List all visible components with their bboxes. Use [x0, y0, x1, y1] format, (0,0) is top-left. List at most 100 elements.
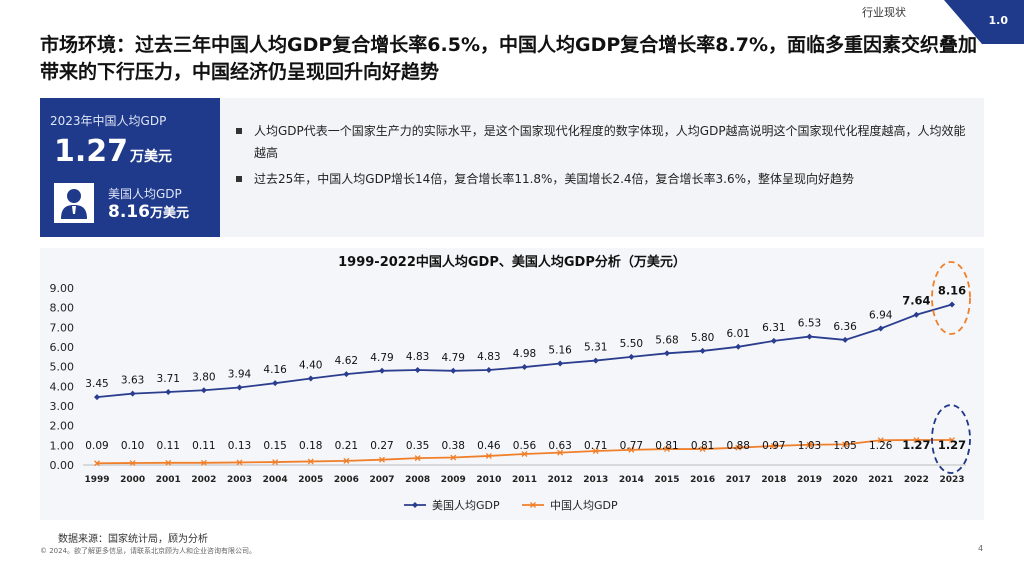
china-gdp-data-label: 1.27 [938, 438, 966, 452]
china-gdp-point [949, 437, 955, 443]
kpi-us-unit: 万美元 [149, 206, 189, 221]
x-tick-label: 2003 [227, 475, 252, 485]
x-tick-label: 2018 [761, 475, 786, 485]
us-gdp-point [379, 367, 385, 374]
china-gdp-point [592, 448, 599, 454]
y-tick-label: 7.00 [50, 321, 75, 334]
insight-text: 人均GDP代表一个国家生产力的实际水平，是这个国家现代化程度的数字体现，人均GD… [254, 124, 966, 160]
china-gdp-data-label: 0.11 [157, 440, 180, 452]
china-gdp-data-label: 0.15 [263, 440, 286, 452]
chart-title: 1999-2022中国人均GDP、美国人均GDP分析（万美元） [338, 254, 686, 270]
y-tick-label: 0.00 [50, 459, 75, 472]
y-tick-label: 5.00 [50, 361, 75, 374]
page-number: 4 [978, 544, 984, 553]
china-gdp-point [877, 437, 884, 444]
copyright: © 2024。欲了解更多信息，请联系北京顾为人和企业咨询有限公司。 [40, 547, 257, 555]
page-title: 市场环境：过去三年中国人均GDP复合增长率6.5%，中国人均GDP复合增长率8.… [40, 34, 977, 83]
us-gdp-point [485, 367, 492, 374]
us-gdp-data-label: 4.83 [477, 351, 500, 363]
bullet-square-icon [236, 176, 242, 182]
china-gdp-data-label: 0.71 [584, 440, 607, 452]
china-gdp-data-label: 0.81 [655, 440, 678, 452]
x-tick-label: 2002 [191, 475, 216, 485]
x-tick-label: 2011 [512, 475, 537, 485]
china-gdp-point [343, 457, 350, 464]
us-gdp-data-label: 4.62 [335, 355, 358, 367]
us-gdp-data-label: 5.80 [691, 332, 714, 344]
legend-us-label: 美国人均GDP [432, 499, 500, 512]
china-gdp-point [450, 454, 457, 461]
china-gdp-data-label: 1.03 [798, 440, 821, 452]
y-tick-label: 6.00 [50, 341, 75, 354]
us-gdp-data-label: 8.16 [938, 284, 966, 298]
china-gdp-point [236, 459, 243, 466]
x-tick-label: 1999 [84, 475, 109, 485]
kpi-china-value: 1.27 [54, 134, 129, 169]
us-gdp-point [94, 394, 100, 401]
china-gdp-data-label: 0.46 [477, 440, 501, 452]
china-gdp-point [485, 452, 492, 459]
us-gdp-data-label: 3.94 [228, 369, 252, 381]
china-gdp-data-label: 0.21 [335, 440, 358, 452]
legend-china-label: 中国人均GDP [550, 499, 618, 512]
china-gdp-data-label: 0.81 [691, 440, 714, 452]
china-gdp-point [842, 441, 849, 448]
y-tick-label: 1.00 [50, 439, 75, 452]
data-source: 数据来源：国家统计局，顾为分析 [58, 534, 208, 545]
gdp-line-chart: 1999-2022中国人均GDP、美国人均GDP分析（万美元） 0.00 1.00 2… [50, 254, 971, 512]
china-gdp-data-label: 0.88 [727, 440, 750, 452]
china-gdp-data-label: 1.05 [833, 440, 856, 452]
us-gdp-point [913, 311, 920, 318]
us-gdp-data-label: 5.16 [548, 345, 572, 357]
china-gdp-point [414, 455, 421, 462]
insight-bullet: 过去25年，中国人均GDP增长14倍，复合增长率11.8%，美国增长2.4倍，复… [234, 168, 970, 190]
us-gdp-data-label: 5.68 [655, 334, 678, 346]
china-gdp-point [379, 456, 385, 463]
chart-panel: 1999-2022中国人均GDP、美国人均GDP分析（万美元） 0.00 1.00 2… [40, 248, 984, 520]
x-tick-label: 2008 [405, 475, 430, 485]
china-gdp-data-label: 0.09 [85, 440, 108, 452]
y-tick-label: 3.00 [50, 400, 75, 413]
bullet-square-icon [236, 128, 242, 134]
section-number: 1.0 [988, 14, 1009, 27]
us-gdp-point [842, 336, 849, 343]
us-gdp-point [949, 301, 955, 308]
insight-panel: 人均GDP代表一个国家生产力的实际水平，是这个国家现代化程度的数字体现，人均GD… [220, 98, 984, 237]
us-gdp-point [770, 337, 777, 344]
x-tick-label: 2015 [654, 475, 679, 485]
china-gdp-point [557, 449, 564, 456]
china-gdp-point [521, 451, 528, 457]
us-gdp-point [699, 347, 706, 354]
us-gdp-data-label: 5.31 [584, 342, 607, 354]
insight-bullet: 人均GDP代表一个国家生产力的实际水平，是这个国家现代化程度的数字体现，人均GD… [234, 120, 970, 164]
x-tick-label: 2020 [833, 475, 858, 485]
china-gdp-data-label: 0.77 [620, 440, 643, 452]
china-gdp-point [806, 441, 813, 448]
us-gdp-data-label: 6.01 [727, 328, 750, 340]
x-tick-label: 2016 [690, 475, 715, 485]
us-gdp-data-label: 4.16 [263, 364, 287, 376]
us-gdp-point [628, 353, 635, 360]
x-tick-label: 2001 [156, 475, 181, 485]
x-tick-label: 2005 [298, 475, 323, 485]
kpi-us-value: 8.16 [108, 202, 150, 222]
us-gdp-data-label: 4.40 [299, 359, 322, 371]
kpi-china-label: 2023年中国人均GDP [50, 114, 167, 128]
us-gdp-point [414, 367, 421, 374]
person-icon [54, 183, 94, 223]
us-gdp-point [592, 357, 599, 364]
china-gdp-data-label: 0.18 [299, 440, 322, 452]
us-gdp-data-label: 6.53 [798, 318, 821, 330]
china-gdp-data-label: 0.63 [548, 440, 571, 452]
kpi-card: 2023年中国人均GDP 1.27 万美元 美国人均GDP 8.16万美元 [40, 98, 220, 237]
us-gdp-data-label: 6.94 [869, 310, 893, 322]
x-tick-label: 2007 [369, 475, 394, 485]
us-gdp-point [806, 333, 813, 340]
us-gdp-data-label: 7.64 [902, 294, 930, 308]
x-tick-label: 2017 [726, 475, 751, 485]
china-gdp-point [770, 442, 777, 449]
us-2023-highlight-ring [931, 261, 971, 335]
us-gdp-data-label: 3.63 [121, 375, 144, 387]
x-tick-label: 2010 [476, 475, 501, 485]
us-gdp-data-label: 4.79 [370, 352, 393, 364]
